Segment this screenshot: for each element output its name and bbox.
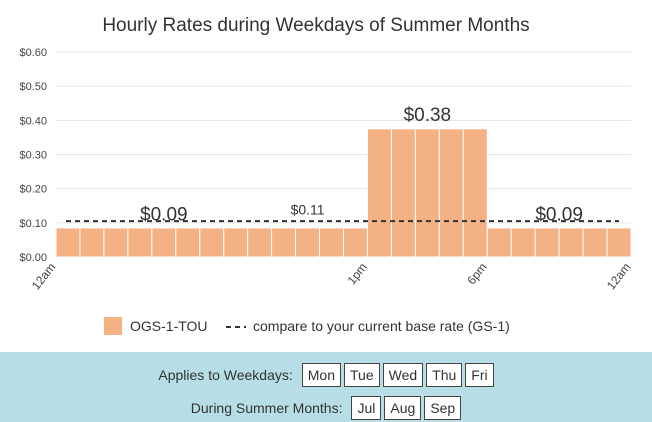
rate-bar xyxy=(175,227,201,258)
rate-bar xyxy=(462,128,488,258)
value-label: $0.09 xyxy=(140,204,188,225)
rate-bar xyxy=(295,227,321,258)
rate-bar xyxy=(510,227,536,258)
rate-bar xyxy=(319,227,344,258)
legend-label-base-rate: compare to your current base rate (GS-1) xyxy=(253,318,510,334)
rate-bar xyxy=(366,128,392,258)
rate-bar xyxy=(103,227,129,258)
rate-bar xyxy=(558,227,584,258)
rate-bar xyxy=(343,227,368,258)
rate-bar xyxy=(606,227,632,258)
month-aug-chip[interactable]: Aug xyxy=(384,396,422,420)
months-row: During Summer Months: Jul Aug Sep xyxy=(0,396,652,420)
value-label: $0.09 xyxy=(535,204,583,225)
value-label: $0.11 xyxy=(291,201,325,217)
month-jul-chip[interactable]: Jul xyxy=(351,396,382,420)
month-sep-chip[interactable]: Sep xyxy=(424,396,462,420)
rate-bar xyxy=(127,227,153,258)
y-tick-label: $0.40 xyxy=(19,115,47,127)
weekday-mon-chip[interactable]: Mon xyxy=(301,363,341,387)
hourly-rates-chart: Hourly Rates during Weekdays of Summer M… xyxy=(19,15,634,335)
y-tick-label: $0.60 xyxy=(19,47,47,59)
x-tick-label: 12am xyxy=(604,260,634,292)
filter-footer: Applies to Weekdays: Mon Tue Wed Thu Fri… xyxy=(0,352,652,422)
rate-bar xyxy=(390,128,416,258)
rate-bar xyxy=(151,227,177,258)
rate-bar xyxy=(414,128,440,258)
rate-bar xyxy=(223,227,249,258)
rate-bar xyxy=(534,227,560,258)
y-tick-label: $0.30 xyxy=(19,150,47,162)
weekdays-row: Applies to Weekdays: Mon Tue Wed Thu Fri xyxy=(0,363,652,387)
weekdays-label: Applies to Weekdays: xyxy=(158,367,293,383)
chart-area: Hourly Rates during Weekdays of Summer M… xyxy=(19,15,634,335)
value-label: $0.38 xyxy=(404,105,452,126)
legend-swatch xyxy=(104,317,122,335)
x-tick-label: 1pm xyxy=(344,260,369,287)
rate-bar xyxy=(247,227,273,258)
rate-bar xyxy=(486,227,512,258)
weekday-tue-chip[interactable]: Tue xyxy=(344,363,380,387)
x-tick-label: 12am xyxy=(29,260,59,292)
rate-bar xyxy=(79,227,105,258)
rate-bar xyxy=(271,227,297,258)
legend-label-ogs: OGS-1-TOU xyxy=(130,318,208,334)
rate-bar xyxy=(582,227,608,258)
rate-bar xyxy=(438,128,464,258)
rate-bar xyxy=(55,227,81,258)
weekday-wed-chip[interactable]: Wed xyxy=(382,363,424,387)
y-tick-label: $0.20 xyxy=(19,184,47,196)
weekday-fri-chip[interactable]: Fri xyxy=(465,363,494,387)
months-label: During Summer Months: xyxy=(190,400,343,416)
y-tick-label: $0.10 xyxy=(19,218,47,230)
rate-bar xyxy=(199,227,225,258)
y-tick-label: $0.50 xyxy=(19,81,47,93)
weekday-thu-chip[interactable]: Thu xyxy=(426,363,463,387)
x-tick-label: 6pm xyxy=(464,260,489,287)
chart-title: Hourly Rates during Weekdays of Summer M… xyxy=(102,15,529,36)
y-tick-label: $0.00 xyxy=(19,252,47,264)
